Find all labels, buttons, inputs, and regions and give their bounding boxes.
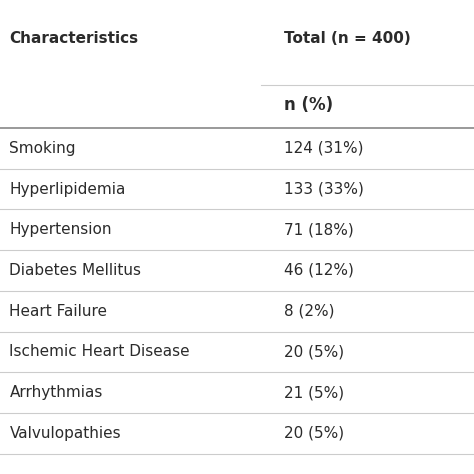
Text: 133 (33%): 133 (33%) [284, 182, 365, 197]
Text: 20 (5%): 20 (5%) [284, 345, 345, 359]
Text: Hypertension: Hypertension [9, 222, 112, 237]
Text: 8 (2%): 8 (2%) [284, 304, 335, 319]
Text: Smoking: Smoking [9, 141, 76, 156]
Text: 21 (5%): 21 (5%) [284, 385, 345, 400]
Text: Valvulopathies: Valvulopathies [9, 426, 121, 441]
Text: 71 (18%): 71 (18%) [284, 222, 354, 237]
Text: n (%): n (%) [284, 96, 334, 113]
Text: Heart Failure: Heart Failure [9, 304, 108, 319]
Text: Ischemic Heart Disease: Ischemic Heart Disease [9, 345, 190, 359]
Text: Diabetes Mellitus: Diabetes Mellitus [9, 263, 141, 278]
Text: 46 (12%): 46 (12%) [284, 263, 354, 278]
Text: 124 (31%): 124 (31%) [284, 141, 364, 156]
Text: Arrhythmias: Arrhythmias [9, 385, 103, 400]
Text: Total (n = 400): Total (n = 400) [284, 31, 411, 46]
Text: Characteristics: Characteristics [9, 31, 138, 46]
Text: 20 (5%): 20 (5%) [284, 426, 345, 441]
Text: Hyperlipidemia: Hyperlipidemia [9, 182, 126, 197]
